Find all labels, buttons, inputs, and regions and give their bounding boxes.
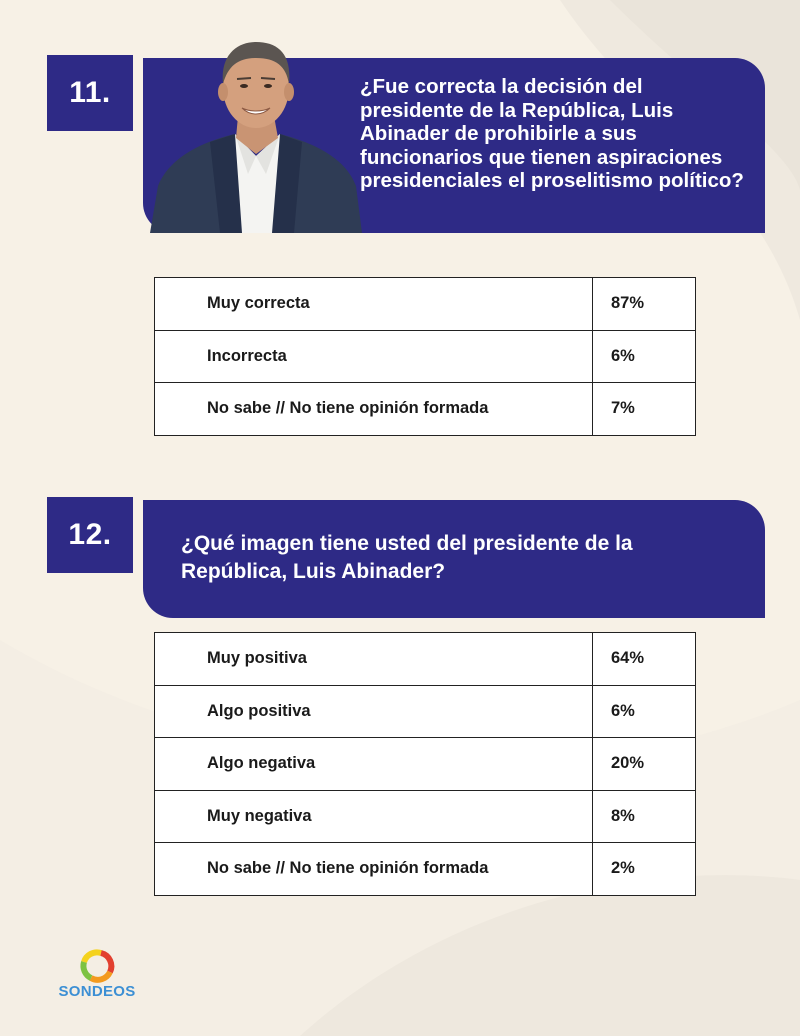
question-11-results-table: Muy correcta 87% Incorrecta 6% No sabe /… — [154, 277, 696, 436]
answer-label: Muy correcta — [154, 277, 593, 331]
table-row: Incorrecta 6% — [154, 329, 696, 383]
question-12-number: 12. — [47, 497, 133, 573]
president-portrait — [150, 36, 362, 233]
answer-label: No sabe // No tiene opinión formada — [154, 382, 593, 436]
answer-label: Muy positiva — [154, 632, 593, 686]
table-row: Algo positiva 6% — [154, 684, 696, 738]
answer-label: No sabe // No tiene opinión formada — [154, 842, 593, 896]
table-row: Muy negativa 8% — [154, 789, 696, 843]
answer-label: Algo positiva — [154, 684, 593, 738]
table-row: Muy correcta 87% — [154, 277, 696, 331]
sondeos-logo: SONDEOS — [46, 948, 148, 1004]
answer-label: Incorrecta — [154, 329, 593, 383]
answer-label: Muy negativa — [154, 789, 593, 843]
question-12-text: ¿Qué imagen tiene usted del presidente d… — [181, 532, 633, 583]
answer-percentage: 20% — [592, 737, 696, 791]
answer-percentage: 8% — [592, 789, 696, 843]
question-12-banner: ¿Qué imagen tiene usted del presidente d… — [143, 500, 765, 618]
table-row: Algo negativa 20% — [154, 737, 696, 791]
sondeos-ring-icon — [80, 949, 115, 983]
answer-percentage: 6% — [592, 329, 696, 383]
answer-percentage: 7% — [592, 382, 696, 436]
answer-percentage: 2% — [592, 842, 696, 896]
table-row: No sabe // No tiene opinión formada 2% — [154, 842, 696, 896]
question-11-text: ¿Fue correcta la decisión del presidente… — [360, 75, 744, 192]
table-row: Muy positiva 64% — [154, 632, 696, 686]
answer-percentage: 6% — [592, 684, 696, 738]
question-11-number: 11. — [47, 55, 133, 131]
answer-percentage: 64% — [592, 632, 696, 686]
table-row: No sabe // No tiene opinión formada 7% — [154, 382, 696, 436]
logo-text: SONDEOS — [58, 983, 136, 1000]
answer-label: Algo negativa — [154, 737, 593, 791]
answer-percentage: 87% — [592, 277, 696, 331]
question-12-results-table: Muy positiva 64% Algo positiva 6% Algo n… — [154, 632, 696, 896]
